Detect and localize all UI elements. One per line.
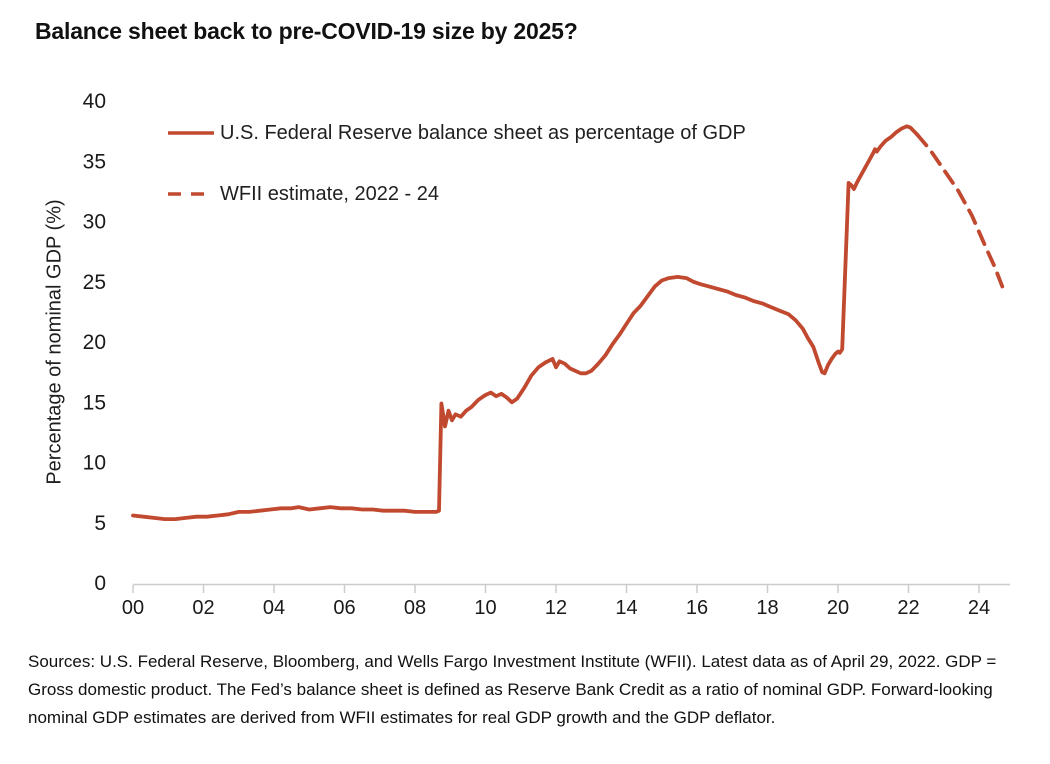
legend-item-estimate: WFII estimate, 2022 - 24 — [167, 181, 746, 207]
legend-label-actual: U.S. Federal Reserve balance sheet as pe… — [220, 121, 746, 144]
solid-line-swatch — [168, 131, 214, 135]
y-tick-label: 10 — [83, 452, 106, 475]
x-tick-label: 20 — [827, 597, 849, 619]
source-note: Sources: U.S. Federal Reserve, Bloomberg… — [28, 652, 997, 727]
chart-title: Balance sheet back to pre-COVID-19 size … — [35, 18, 578, 44]
x-tick-label: 04 — [263, 597, 285, 619]
x-tick-label: 24 — [968, 597, 990, 619]
y-tick-label: 35 — [83, 150, 106, 173]
y-tick-label: 20 — [83, 331, 106, 354]
y-tick-label: 0 — [94, 572, 106, 595]
y-tick-label: 25 — [83, 271, 106, 294]
series-line-estimate — [915, 132, 1006, 293]
x-tick-label: 22 — [897, 597, 919, 619]
y-tick-label: 40 — [83, 90, 106, 113]
y-tick-label: 30 — [83, 211, 106, 234]
x-tick-label: 02 — [192, 597, 214, 619]
legend-item-actual: U.S. Federal Reserve balance sheet as pe… — [167, 120, 746, 146]
series-line-actual — [131, 124, 920, 521]
x-tick-label: 06 — [333, 597, 355, 619]
y-tick-label: 15 — [83, 391, 106, 414]
x-tick-label: 10 — [474, 597, 496, 619]
x-tick-label: 18 — [756, 597, 778, 619]
dashed-line-swatch — [168, 192, 205, 196]
legend: U.S. Federal Reserve balance sheet as pe… — [167, 120, 746, 207]
x-tick-label: 14 — [615, 597, 637, 619]
legend-label-estimate: WFII estimate, 2022 - 24 — [220, 182, 439, 205]
x-tick-label: 16 — [686, 597, 708, 619]
x-tick-label: 00 — [122, 597, 144, 619]
y-tick-label: 5 — [94, 512, 106, 535]
x-tick-label: 08 — [404, 597, 426, 619]
x-tick-label: 12 — [545, 597, 567, 619]
